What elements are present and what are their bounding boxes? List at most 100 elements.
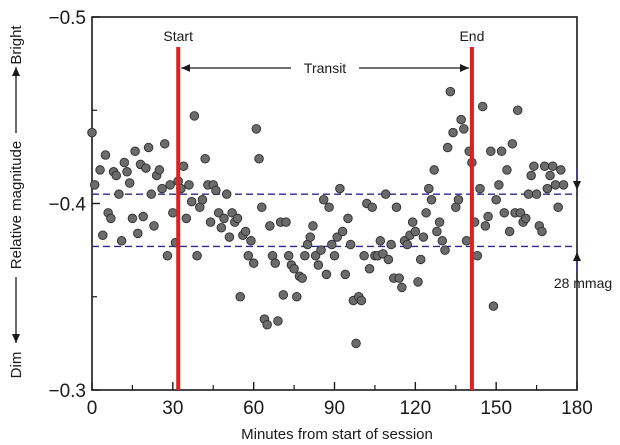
data-point bbox=[321, 269, 332, 280]
data-point bbox=[289, 264, 299, 274]
data-point bbox=[232, 213, 243, 224]
data-point bbox=[537, 226, 547, 237]
data-point bbox=[95, 165, 105, 175]
x-tick-label: 120 bbox=[399, 398, 431, 419]
data-point bbox=[383, 254, 394, 265]
data-point bbox=[432, 226, 442, 237]
data-point bbox=[216, 222, 227, 233]
data-point bbox=[257, 202, 267, 212]
bright-label: Bright bbox=[8, 25, 25, 65]
data-point bbox=[410, 226, 421, 237]
data-point bbox=[480, 221, 491, 231]
data-point bbox=[124, 178, 135, 188]
data-point bbox=[545, 170, 555, 181]
transit-label: Transit bbox=[304, 60, 346, 76]
data-point bbox=[130, 146, 140, 157]
data-point bbox=[434, 217, 445, 227]
data-point bbox=[281, 217, 291, 227]
data-point bbox=[386, 239, 396, 250]
data-point bbox=[178, 161, 189, 171]
data-point bbox=[165, 180, 175, 190]
data-point bbox=[539, 161, 550, 171]
data-point bbox=[521, 213, 531, 224]
data-point bbox=[292, 292, 302, 302]
y-tick-labels: −0.5 −0.4 −0.3 bbox=[48, 8, 86, 402]
data-point bbox=[418, 232, 429, 242]
data-point bbox=[453, 195, 464, 205]
transit-marker-label: End bbox=[459, 28, 484, 44]
data-point bbox=[329, 250, 340, 261]
data-point bbox=[162, 250, 173, 261]
y-tick-label: −0.4 bbox=[48, 195, 86, 216]
data-point bbox=[343, 213, 353, 224]
dim-label: Dim bbox=[8, 352, 25, 379]
data-point bbox=[502, 165, 512, 175]
depth-label: 28 mmag bbox=[554, 275, 612, 291]
data-point bbox=[283, 250, 294, 261]
data-point bbox=[116, 236, 127, 246]
data-point bbox=[337, 226, 348, 237]
data-point bbox=[477, 101, 488, 112]
data-point bbox=[141, 163, 151, 173]
data-point bbox=[300, 250, 310, 261]
data-point bbox=[240, 226, 251, 237]
data-point bbox=[100, 150, 111, 160]
data-point bbox=[297, 273, 307, 283]
data-point bbox=[219, 213, 229, 224]
y-tick-label: −0.3 bbox=[48, 381, 86, 402]
data-point bbox=[367, 202, 377, 212]
data-point bbox=[122, 167, 132, 177]
data-point bbox=[375, 236, 386, 246]
data-point bbox=[168, 208, 178, 218]
data-point bbox=[265, 221, 275, 231]
data-point bbox=[542, 183, 553, 194]
data-point bbox=[364, 264, 375, 274]
data-point bbox=[413, 277, 423, 287]
data-point bbox=[499, 208, 510, 218]
data-point bbox=[356, 295, 367, 306]
data-point bbox=[154, 165, 165, 175]
data-point bbox=[89, 180, 100, 190]
data-point bbox=[243, 250, 254, 261]
x-tick-label: 30 bbox=[162, 398, 183, 419]
x-tick-label: 60 bbox=[243, 398, 264, 419]
data-point bbox=[448, 127, 458, 138]
data-point bbox=[391, 202, 402, 212]
data-point bbox=[235, 292, 245, 302]
data-point bbox=[324, 202, 334, 212]
data-point bbox=[426, 195, 437, 205]
data-point bbox=[558, 180, 569, 190]
data-point bbox=[380, 189, 391, 199]
transit-markers: Start End bbox=[163, 28, 484, 390]
data-point bbox=[157, 183, 167, 194]
data-point bbox=[461, 236, 472, 246]
data-point bbox=[556, 165, 566, 175]
data-point bbox=[507, 139, 518, 149]
data-point bbox=[127, 213, 138, 224]
data-point bbox=[181, 213, 192, 224]
data-point bbox=[138, 211, 148, 222]
data-point bbox=[445, 86, 456, 97]
data-point bbox=[442, 142, 453, 153]
x-tick-label: 0 bbox=[87, 398, 98, 419]
data-point bbox=[111, 170, 121, 181]
data-point bbox=[415, 254, 426, 265]
y-axis-title: Relative magnitude bbox=[8, 141, 25, 269]
data-point bbox=[345, 239, 356, 250]
data-point bbox=[548, 161, 558, 171]
data-point bbox=[211, 185, 221, 196]
data-point bbox=[494, 180, 504, 190]
data-point bbox=[496, 146, 507, 157]
data-point bbox=[488, 301, 499, 311]
transit-span: Transit bbox=[181, 60, 469, 76]
data-point bbox=[146, 189, 157, 199]
data-point bbox=[529, 161, 539, 171]
data-point bbox=[429, 165, 439, 175]
data-point bbox=[184, 180, 194, 190]
data-point bbox=[475, 183, 485, 194]
data-point bbox=[308, 221, 318, 231]
data-point bbox=[205, 217, 216, 227]
data-point bbox=[526, 170, 536, 181]
data-point bbox=[523, 189, 534, 199]
